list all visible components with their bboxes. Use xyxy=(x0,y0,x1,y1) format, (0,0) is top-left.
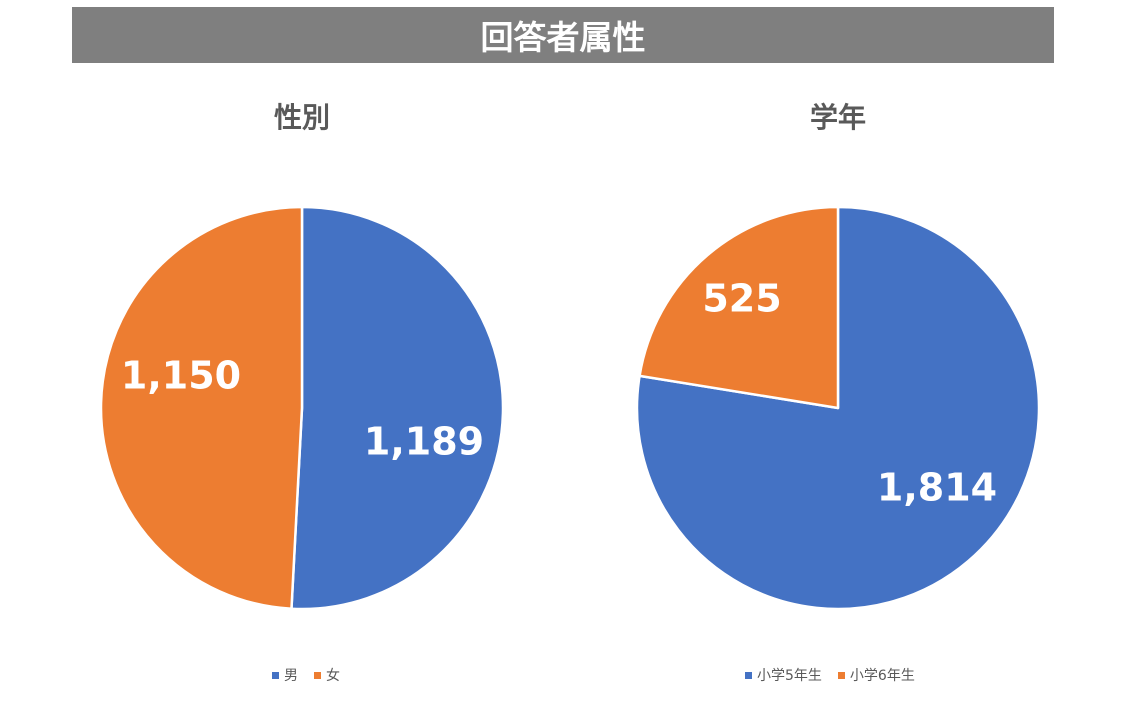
slice-female xyxy=(99,205,304,610)
legend-item-female: 女 xyxy=(314,665,340,685)
header-banner: 回答者属性 xyxy=(72,7,1054,63)
data-label-grade5: 1,814 xyxy=(877,466,997,510)
legend-swatch-orange xyxy=(314,671,321,679)
legend-label: 小学6年生 xyxy=(849,668,915,684)
legend-grade: 小学5年生 小学6年生 xyxy=(745,664,915,686)
data-label-female: 1,150 xyxy=(121,354,241,398)
data-label-grade6: 525 xyxy=(702,277,781,321)
legend-item-grade5: 小学5年生 xyxy=(745,665,822,685)
legend-swatch-blue xyxy=(272,671,279,679)
slice-grade6 xyxy=(638,205,840,410)
legend-gender: 男 女 xyxy=(272,664,340,686)
slice-male xyxy=(290,205,505,611)
data-label-male: 1,189 xyxy=(364,420,484,464)
legend-item-male: 男 xyxy=(272,665,298,685)
legend-label: 男 xyxy=(284,668,298,684)
page-title: 回答者属性 xyxy=(480,18,646,57)
legend-swatch-blue xyxy=(745,671,752,679)
legend-item-grade6: 小学6年生 xyxy=(837,665,915,685)
legend-swatch-orange xyxy=(837,671,845,679)
legend-label: 女 xyxy=(326,668,340,684)
chart-title-grade: 学年 xyxy=(809,101,866,134)
chart-title-gender: 性別 xyxy=(273,101,330,134)
legend-label: 小学5年生 xyxy=(757,668,822,684)
